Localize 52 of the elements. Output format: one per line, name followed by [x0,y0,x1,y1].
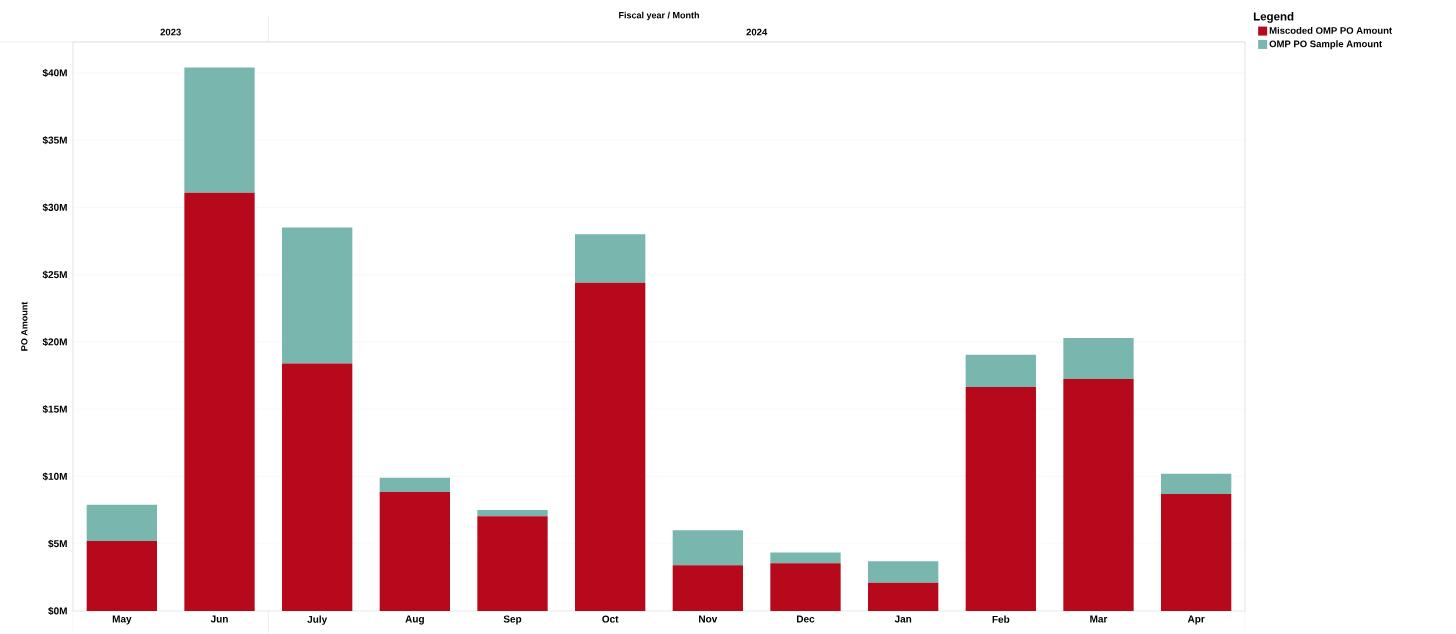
y-tick-label: $10M [42,472,67,481]
x-tick-label: Jun [210,615,228,623]
x-tick-label: Apr [1187,615,1205,625]
bar [770,563,841,611]
bar [672,530,743,566]
x-tick-label: Sep [503,615,522,625]
bar [672,565,743,611]
x-tick-label: Dec [797,615,815,623]
bar [1063,337,1134,379]
bar [477,510,548,517]
x-tick-label: Nov [699,615,718,623]
bar [184,67,255,193]
y-tick-label: $25M [42,270,67,279]
bar [86,504,158,542]
bar [965,354,1036,388]
x-tick-label: Feb [992,615,1010,623]
y-tick-label: $0M [48,606,67,616]
bar [1161,493,1232,611]
y-tick-label: $40M [42,68,67,78]
bar [379,477,450,492]
bar [965,387,1036,611]
y-axis-title: PO Amount [21,301,28,351]
bar [477,516,548,611]
legend-label: OMP PO Sample Amount [1269,40,1382,50]
text: 2024 [746,28,768,36]
y-tick-label: $30M [42,203,67,212]
x-tick-label: Oct [602,615,619,623]
bar [282,363,353,611]
y-tick-label: $15M [42,405,67,414]
bar [1161,473,1232,494]
y-tick-label: $5M [48,539,67,548]
bar [282,227,353,364]
x-tick-label: May [112,615,132,625]
y-tick-label: $35M [42,136,67,145]
x-tick-label: Mar [1090,615,1108,623]
x-tick-label: Jan [894,615,912,623]
bar [86,541,158,611]
bar [868,561,939,583]
bar [868,582,939,611]
x-axis-title: Fiscal year / Month [619,11,699,21]
legend-title: Legend [1253,12,1294,23]
text: 2023 [160,28,181,36]
bar [184,192,255,611]
bar [575,234,646,283]
y-tick-label: $20M [42,337,67,347]
x-tick-label: July [307,615,328,625]
bar [1063,378,1134,611]
x-tick-label: Aug [405,615,424,625]
bar [770,552,841,564]
bar [575,282,646,611]
legend-label: Miscoded OMP PO Amount [1269,26,1392,34]
bar [379,491,450,611]
